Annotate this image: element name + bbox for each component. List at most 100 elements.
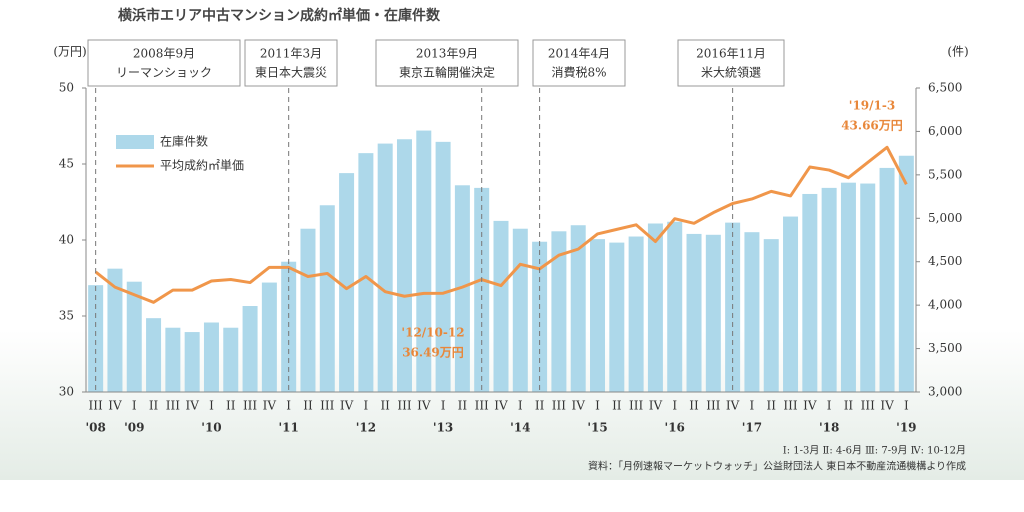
bar <box>686 233 702 392</box>
y2-tick-label: 4,500 <box>928 254 962 268</box>
bar <box>783 216 799 392</box>
bar <box>339 173 355 392</box>
bar <box>705 234 721 392</box>
x-tick-label: II <box>303 399 313 413</box>
legend-label: 平均成約㎡単価 <box>160 158 244 173</box>
x-tick-label: I <box>904 399 909 413</box>
x-tick-label: I <box>827 399 832 413</box>
year-label: '13 <box>433 421 453 435</box>
event-text: 東京五輪開催決定 <box>399 65 495 80</box>
event-box <box>375 39 519 87</box>
x-tick-label: IV <box>726 399 740 413</box>
bar <box>435 141 451 392</box>
event-text: 消費税8% <box>551 65 606 80</box>
year-label: '15 <box>587 421 607 435</box>
source: 資料：「月例速報マーケットウォッチ」公益財団法人 東日本不動産流通機構より作成 <box>588 460 966 473</box>
bar <box>184 332 200 392</box>
bar <box>416 130 432 392</box>
x-tick-label: II <box>612 399 622 413</box>
bar <box>377 143 393 392</box>
bar <box>107 268 123 392</box>
x-tick-label: III <box>320 399 334 413</box>
year-label: '14 <box>510 421 530 435</box>
bar <box>126 281 142 392</box>
y-tick-label: 50 <box>59 81 74 95</box>
y2-tick-label: 3,000 <box>928 385 962 399</box>
y-unit: (万円) <box>53 45 86 59</box>
bar <box>590 239 606 392</box>
x-tick-label: I <box>750 399 755 413</box>
y2-tick-label: 3,500 <box>928 341 962 355</box>
x-tick-label: IV <box>880 399 894 413</box>
y-tick-label: 30 <box>59 385 74 399</box>
x-tick-label: II <box>844 399 854 413</box>
bar <box>396 139 412 392</box>
x-tick-label: I <box>209 399 214 413</box>
bar <box>512 228 528 392</box>
bar <box>821 187 837 392</box>
y2-tick-label: 6,500 <box>928 81 962 95</box>
x-tick-label: IV <box>649 399 663 413</box>
year-label: '09 <box>124 421 144 435</box>
event-text: リーマンショック <box>116 66 212 80</box>
event-box <box>244 39 338 87</box>
x-tick-label: II <box>226 399 236 413</box>
x-tick-label: IV <box>803 399 817 413</box>
x-tick-label: IV <box>185 399 199 413</box>
x-tick-label: III <box>783 399 797 413</box>
x-tick-label: I <box>132 399 137 413</box>
bar <box>570 225 586 392</box>
event-date: 2016年11月 <box>696 47 766 61</box>
event-box <box>532 39 626 87</box>
year-label: '19 <box>896 421 916 435</box>
legend-swatch <box>116 135 154 149</box>
x-tick-label: III <box>706 399 720 413</box>
x-tick-label: II <box>458 399 468 413</box>
year-label: '18 <box>819 421 839 435</box>
y2-tick-label: 6,000 <box>928 124 962 138</box>
x-tick-label: I <box>441 399 446 413</box>
year-label: '08 <box>85 421 105 435</box>
x-tick-label: I <box>286 399 291 413</box>
x-tick-label: IV <box>572 399 586 413</box>
chart-title: 横浜市エリア中古マンション成約㎡単価・在庫件数 <box>118 7 441 24</box>
bar <box>879 167 895 392</box>
year-label: '16 <box>665 421 685 435</box>
year-label: '17 <box>742 421 762 435</box>
y-tick-label: 35 <box>59 309 74 323</box>
bar <box>860 183 876 392</box>
annotation-value: 43.66万円 <box>841 119 903 133</box>
line <box>94 145 908 304</box>
y2-unit: (件) <box>947 45 968 59</box>
x-tick-label: II <box>535 399 545 413</box>
event-text: 東日本大震災 <box>255 66 327 80</box>
event-date: 2014年4月 <box>548 47 610 61</box>
y2-tick-label: 5,500 <box>928 167 962 181</box>
x-tick-label: II <box>689 399 699 413</box>
bar <box>647 223 663 392</box>
year-label: '11 <box>278 421 298 435</box>
x-tick-label: III <box>629 399 643 413</box>
legend-label: 在庫件数 <box>160 134 208 149</box>
x-tick-label: III <box>243 399 257 413</box>
x-tick-label: II <box>766 399 776 413</box>
bar <box>840 182 856 392</box>
x-tick-label: IV <box>340 399 354 413</box>
bar <box>802 193 818 392</box>
bar <box>609 242 625 392</box>
event-date: 2008年9月 <box>133 47 195 61</box>
bar <box>493 220 509 392</box>
quarter-note: Ⅰ: 1-3月 Ⅱ: 4-6月 Ⅲ: 7-9月 Ⅳ: 10-12月 <box>783 445 966 457</box>
y-tick-label: 45 <box>59 157 74 171</box>
year-label: '10 <box>201 421 221 435</box>
bar <box>300 228 316 392</box>
bar <box>667 221 683 392</box>
bar <box>551 231 567 392</box>
x-tick-label: IV <box>417 399 431 413</box>
x-tick-label: III <box>166 399 180 413</box>
x-tick-label: III <box>397 399 411 413</box>
x-tick-label: IV <box>494 399 508 413</box>
bar <box>88 285 104 392</box>
event-box <box>677 39 785 87</box>
x-tick-label: III <box>89 399 103 413</box>
